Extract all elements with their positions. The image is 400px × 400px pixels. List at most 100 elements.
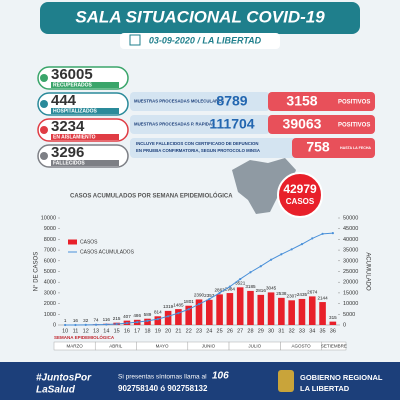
- value-label: 2863: [214, 288, 225, 293]
- value-label: 3045: [266, 286, 277, 291]
- line-point: [84, 323, 87, 326]
- test-box: [130, 92, 270, 111]
- line-point: [239, 277, 242, 281]
- y-tick-label: 0: [53, 322, 56, 328]
- footer-bar: [0, 362, 400, 400]
- bar: [185, 305, 192, 325]
- value-label: 32: [83, 318, 89, 323]
- x-tick-label: 15: [114, 328, 120, 334]
- y2-tick-label: 50000: [343, 215, 358, 221]
- stat-dot: [40, 100, 48, 108]
- note-value: 758: [306, 139, 330, 155]
- x-tick-label: 19: [155, 328, 161, 334]
- org: GOBIERNO REGIONAL: [300, 373, 383, 382]
- stat-label-bg: [51, 108, 119, 114]
- x-tick-label: 28: [247, 328, 253, 334]
- value-label: 315: [329, 315, 337, 320]
- chart-title: CASOS ACUMULADOS POR SEMANA EPIDEMIOLÓGI…: [70, 192, 233, 200]
- y-tick-label: 2000: [44, 301, 56, 307]
- x-axis-title: SEMANA EPIDEMIOLÓGICA: [54, 333, 115, 340]
- line-point: [331, 232, 334, 235]
- value-label: 3521: [235, 281, 246, 286]
- date-box: [120, 33, 280, 49]
- y2-tick-label: 10000: [343, 301, 358, 307]
- line-point: [156, 318, 159, 321]
- stat-dot: [40, 126, 48, 134]
- value-label: 1: [64, 318, 67, 323]
- bar: [195, 299, 203, 325]
- bar: [278, 297, 285, 325]
- stat-label-bg: [51, 160, 119, 166]
- stat-label: EN AISLAMIENTO: [53, 135, 96, 141]
- x-tick-label: 34: [309, 328, 315, 334]
- stat-value: 444: [51, 92, 77, 109]
- x-tick-label: 26: [227, 328, 233, 334]
- line-point: [136, 321, 139, 324]
- total-label: CASOS: [286, 197, 315, 206]
- value-label: 2674: [307, 290, 318, 295]
- y-tick-label: 3000: [44, 290, 56, 296]
- call-number: 106: [212, 371, 229, 382]
- org: LA LIBERTAD: [300, 384, 350, 393]
- line-point: [208, 298, 211, 301]
- positive-label: POSITIVOS: [338, 100, 370, 106]
- month-label: MARZO: [66, 343, 83, 348]
- stat-label-bg: [51, 134, 119, 140]
- x-tick-label: 35: [319, 328, 325, 334]
- calendar-icon: [129, 34, 141, 46]
- line-point: [269, 258, 273, 261]
- line-point: [146, 319, 149, 322]
- value-label: 16: [73, 318, 79, 323]
- x-tick-label: 29: [258, 328, 264, 334]
- y-tick-label: 9000: [44, 226, 56, 232]
- stat-dot: [40, 74, 48, 82]
- value-label: 2144: [317, 295, 328, 300]
- bar: [175, 309, 182, 325]
- test-processed: 8789: [216, 93, 247, 109]
- stat-label: FALLECIDOS: [53, 161, 85, 167]
- y-axis-title: N° DE CASOS: [34, 252, 40, 291]
- x-tick-label: 33: [299, 328, 305, 334]
- bar: [236, 287, 244, 325]
- bar: [267, 292, 275, 325]
- value-label: 1801: [184, 299, 195, 304]
- test-positive: 3158: [286, 93, 317, 109]
- call-text: Si presentas síntomas llama al: [118, 374, 207, 381]
- x-tick-label: 24: [206, 328, 212, 334]
- value-label: 2390: [194, 293, 205, 298]
- line-point: [218, 291, 221, 295]
- line-point: [259, 265, 262, 268]
- note-text: EN PRUEBA CONFIRMATORIA, SEGUN PROTOCOLO…: [136, 148, 260, 153]
- line-point: [228, 285, 231, 288]
- y2-tick-label: 35000: [343, 248, 358, 254]
- month-label: JUNIO: [202, 343, 216, 348]
- value-label: 486: [133, 313, 141, 318]
- bar: [164, 310, 172, 325]
- bar: [154, 316, 162, 325]
- month-cell: [321, 341, 347, 351]
- hashtag: #JuntosPor: [36, 373, 92, 384]
- x-tick-label: 18: [144, 328, 150, 334]
- line-point: [64, 323, 67, 327]
- value-label: 1319: [163, 304, 174, 309]
- x-tick-label: 36: [330, 328, 336, 334]
- x-tick-label: 27: [237, 328, 243, 334]
- stat-value: 3234: [51, 118, 85, 135]
- line-point: [321, 232, 324, 235]
- line-point: [197, 303, 201, 306]
- y-tick-label: 4000: [44, 280, 56, 286]
- month-label: MAYO: [156, 343, 169, 348]
- test-processed: 111704: [209, 116, 254, 132]
- value-label: 215: [113, 316, 121, 321]
- bar: [257, 294, 265, 325]
- y2-tick-label: 20000: [343, 280, 358, 286]
- value-label: 2816: [256, 288, 267, 293]
- x-tick-label: 11: [73, 328, 79, 334]
- x-tick-label: 30: [268, 328, 274, 334]
- stat-label: RECUPERADOS: [53, 83, 93, 89]
- bar: [319, 302, 326, 325]
- y-tick-label: 10000: [41, 215, 56, 221]
- legend-label: CASOS ACUMULADOS: [80, 249, 135, 255]
- value-label: 1485: [173, 302, 184, 307]
- bar: [329, 321, 337, 325]
